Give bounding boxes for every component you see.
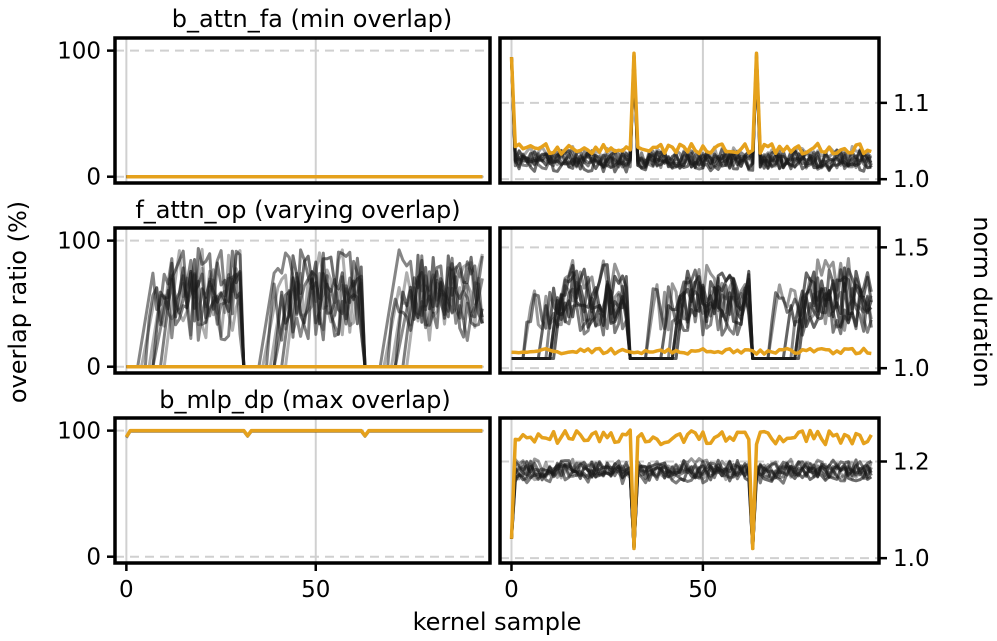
- y-axis-label-left: overlap ratio (%): [4, 201, 32, 403]
- background-series-line: [511, 267, 873, 360]
- y-tick-label: 1.5: [893, 235, 930, 261]
- y-tick-label: 1.0: [893, 167, 930, 193]
- x-axis-label: kernel sample: [413, 608, 582, 636]
- highlight-series-line: [509, 428, 873, 551]
- background-series-line: [510, 52, 872, 170]
- x-tick-label: 0: [504, 577, 519, 603]
- y-tick-label: 100: [57, 229, 101, 255]
- panel-title-f-attn-op: f_attn_op (varying overlap): [135, 196, 460, 224]
- axes-frame: [498, 36, 881, 185]
- highlight-series-line: [124, 428, 483, 438]
- x-tick-label: 50: [688, 577, 717, 603]
- y-tick-label: 0: [86, 165, 101, 191]
- axes-frame: [113, 416, 492, 565]
- y-tick-label: 1.0: [893, 546, 930, 572]
- y-axis-label-right: norm duration: [968, 216, 996, 387]
- axes-frame: [113, 226, 492, 375]
- y-tick-label: 0: [86, 545, 101, 571]
- axes-frame: [498, 416, 881, 565]
- axes-frame: [498, 226, 881, 375]
- y-tick-label: 100: [57, 419, 101, 445]
- highlight-series-line: [509, 51, 872, 156]
- background-series-line: [510, 464, 873, 550]
- panel-title-b-attn-fa: b_attn_fa (min overlap): [172, 5, 453, 33]
- y-tick-label: 1.0: [893, 356, 930, 382]
- background-series-line: [511, 271, 873, 360]
- x-tick-label: 50: [301, 577, 330, 603]
- highlight-series-line: [511, 346, 872, 356]
- background-series-line: [510, 57, 873, 170]
- panel-title-b-mlp-dp: b_mlp_dp (max overlap): [159, 386, 450, 414]
- plot-area: 0 100 1.0 1.1 0 100 1.0 1.5 0 100 0 50 1.0 1.2 0 50: [57, 36, 930, 603]
- background-series-line: [510, 457, 873, 550]
- y-tick-label: 100: [57, 39, 101, 65]
- background-series-line: [511, 277, 873, 360]
- y-tick-label: 0: [86, 355, 101, 381]
- background-series-line: [510, 461, 873, 550]
- background-series-line: [510, 51, 872, 167]
- background-series-line: [510, 463, 873, 550]
- y-tick-label: 1.1: [893, 91, 930, 117]
- background-series-line: [510, 55, 873, 170]
- background-series-line: [126, 248, 484, 369]
- background-series-line: [511, 257, 873, 360]
- y-tick-label: 1.2: [893, 450, 930, 476]
- x-tick-label: 0: [119, 577, 134, 603]
- axes-frame: [113, 36, 492, 185]
